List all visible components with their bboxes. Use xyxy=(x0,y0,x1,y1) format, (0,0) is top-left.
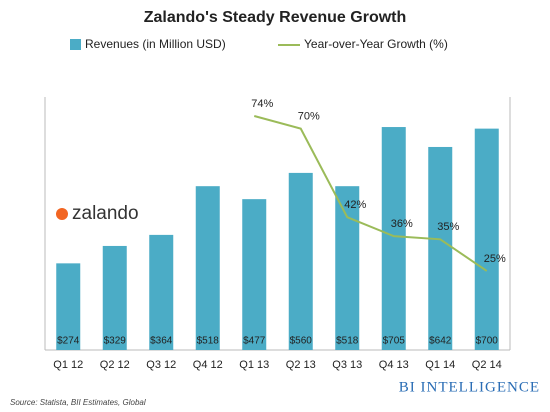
legend-label: Year-over-Year Growth (%) xyxy=(304,37,448,51)
bar-value-label: $700 xyxy=(476,336,499,347)
x-tick-label: Q1 14 xyxy=(425,359,455,371)
bar xyxy=(195,186,220,350)
line-value-label: 42% xyxy=(344,199,366,211)
growth-line xyxy=(253,115,488,272)
line-value-label: 70% xyxy=(298,111,320,123)
x-tick-label: Q3 12 xyxy=(146,359,176,371)
legend-label: Revenues (in Million USD) xyxy=(85,37,226,51)
bar-value-label: $364 xyxy=(150,336,173,347)
brand: BI INTELLIGENCE xyxy=(399,379,540,395)
bar-value-label: $329 xyxy=(104,336,127,347)
x-tick-label: Q3 13 xyxy=(332,359,362,371)
x-tick-label: Q1 13 xyxy=(239,359,269,371)
chart-title: Zalando's Steady Revenue Growth xyxy=(144,9,407,26)
x-tick-label: Q2 12 xyxy=(100,359,130,371)
bar-value-label: $518 xyxy=(336,336,359,347)
bar-value-label: $274 xyxy=(57,336,80,347)
bar-value-label: $705 xyxy=(383,336,406,347)
source-note: Source: Statista, BII Estimates, Global xyxy=(10,398,146,407)
legend-swatch xyxy=(70,39,81,50)
bar-value-label: $518 xyxy=(197,336,220,347)
bar xyxy=(288,172,313,350)
bar xyxy=(474,128,499,350)
x-tick-label: Q1 12 xyxy=(53,359,83,371)
x-tick-label: Q4 13 xyxy=(379,359,409,371)
x-tick-label: Q4 12 xyxy=(193,359,223,371)
bar xyxy=(56,263,81,350)
logo-icon xyxy=(56,208,68,220)
bar xyxy=(381,127,406,350)
x-tick-label: Q2 14 xyxy=(472,359,502,371)
logo-text: zalando xyxy=(72,203,139,224)
bar-value-label: $642 xyxy=(429,336,452,347)
bar-value-label: $560 xyxy=(290,336,313,347)
bar xyxy=(335,186,360,350)
bar xyxy=(242,199,267,350)
line-value-label: 35% xyxy=(437,221,459,233)
bar xyxy=(149,234,174,350)
line-value-label: 74% xyxy=(251,98,273,110)
bar xyxy=(102,245,127,350)
bar xyxy=(428,146,453,350)
x-tick-label: Q2 13 xyxy=(286,359,316,371)
bar-value-label: $477 xyxy=(243,336,266,347)
line-value-label: 36% xyxy=(391,218,413,230)
line-value-label: 25% xyxy=(484,253,506,265)
